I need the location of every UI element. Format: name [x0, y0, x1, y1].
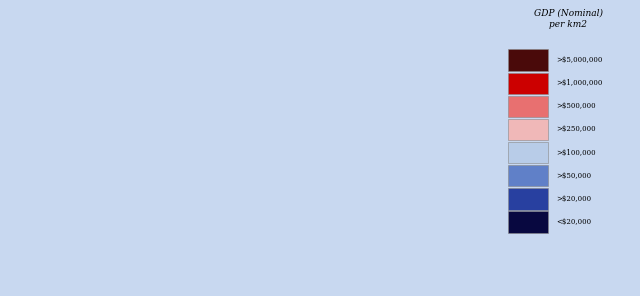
Text: >$20,000: >$20,000	[557, 195, 591, 203]
Text: >$50,000: >$50,000	[557, 172, 591, 180]
Text: GDP (Nominal)
per km2: GDP (Nominal) per km2	[534, 9, 602, 29]
Bar	[508, 142, 548, 163]
Bar	[508, 73, 548, 94]
Bar	[508, 49, 548, 71]
Text: >$500,000: >$500,000	[557, 102, 596, 110]
Bar	[508, 96, 548, 117]
Bar	[508, 165, 548, 186]
Bar	[508, 211, 548, 233]
Text: >$1,000,000: >$1,000,000	[557, 79, 603, 87]
Text: >$100,000: >$100,000	[557, 149, 596, 157]
Text: >$250,000: >$250,000	[557, 126, 596, 133]
Bar	[508, 188, 548, 210]
Text: >$5,000,000: >$5,000,000	[557, 56, 603, 64]
Text: <$20,000: <$20,000	[557, 218, 591, 226]
Bar	[508, 119, 548, 140]
